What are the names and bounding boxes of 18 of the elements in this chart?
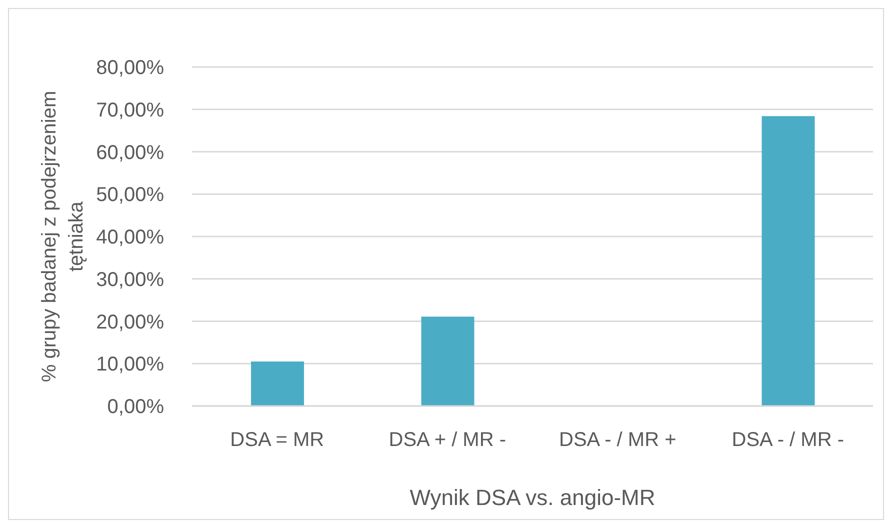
bar bbox=[251, 362, 304, 406]
y-tick-label: 60,00% bbox=[96, 142, 164, 164]
y-tick-label: 20,00% bbox=[96, 311, 164, 334]
x-tick-label: DSA = MR bbox=[230, 429, 324, 452]
y-tick-label: 80,00% bbox=[96, 57, 164, 80]
y-axis-title: % grupy badanej z podejrzeniem tętniaka bbox=[38, 90, 88, 382]
y-tick-label: 30,00% bbox=[96, 268, 164, 291]
x-tick-label: DSA - / MR + bbox=[559, 429, 676, 452]
y-tick-label: 0,00% bbox=[107, 396, 164, 418]
y-tick-label: 70,00% bbox=[96, 99, 164, 122]
x-tick-label: DSA + / MR - bbox=[388, 429, 506, 452]
y-tick-label: 40,00% bbox=[96, 226, 164, 249]
y-tick-label: 10,00% bbox=[96, 354, 164, 376]
y-tick-label: 50,00% bbox=[96, 184, 164, 206]
bar bbox=[762, 116, 815, 406]
bar bbox=[421, 316, 474, 406]
x-axis-title: Wynik DSA vs. angio-MR bbox=[410, 485, 656, 510]
x-tick-label: DSA - / MR - bbox=[732, 429, 844, 452]
